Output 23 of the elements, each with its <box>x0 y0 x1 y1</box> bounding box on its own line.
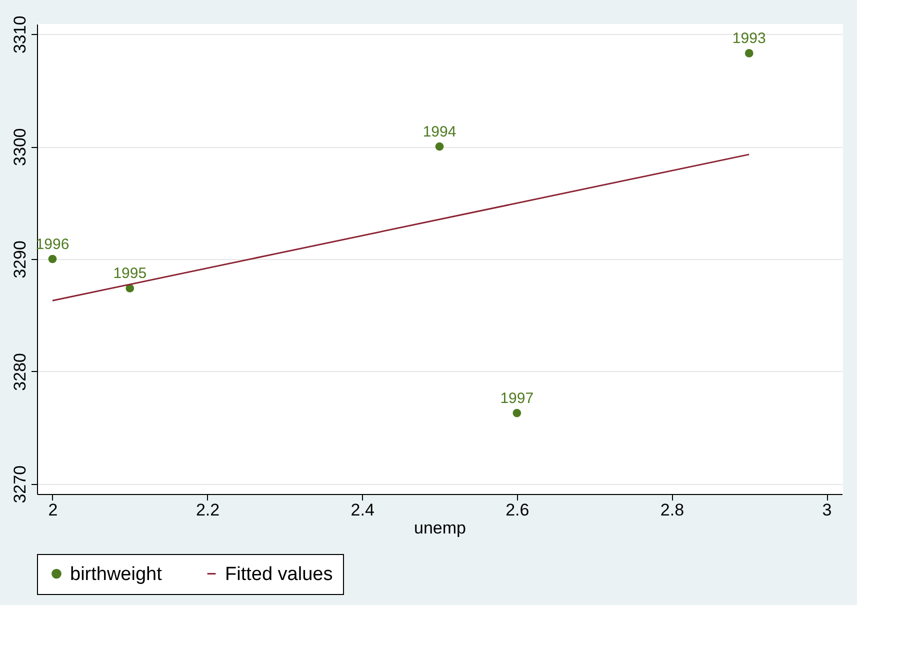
legend-label: birthweight <box>70 564 163 585</box>
x-tick-label: 2.2 <box>196 500 220 520</box>
point <box>512 408 522 418</box>
x-tick-label: 2.4 <box>350 500 374 520</box>
point <box>126 284 134 292</box>
y-tick-label: 3310 <box>10 16 30 54</box>
annotation: 1994 <box>422 124 456 141</box>
x-axis-title: unemp <box>414 518 466 538</box>
legend-label: Fitted values <box>225 564 333 585</box>
point <box>48 254 57 264</box>
point <box>744 49 754 58</box>
y-tick-label: 3270 <box>10 465 30 504</box>
x-tick-label: 2.6 <box>506 500 530 520</box>
annotation: 1995 <box>113 265 147 282</box>
x-tick-label: 2.8 <box>660 500 684 520</box>
annotation: 1997 <box>500 390 534 408</box>
x-tick-label: 3 <box>822 500 832 520</box>
y-tick-label: 3290 <box>10 240 30 278</box>
point <box>435 142 444 151</box>
y-tick-label: 3280 <box>10 353 30 391</box>
y-tick-label: 3300 <box>10 128 30 166</box>
annotation: 1993 <box>732 30 766 48</box>
x-tick-label: 2 <box>48 500 58 520</box>
